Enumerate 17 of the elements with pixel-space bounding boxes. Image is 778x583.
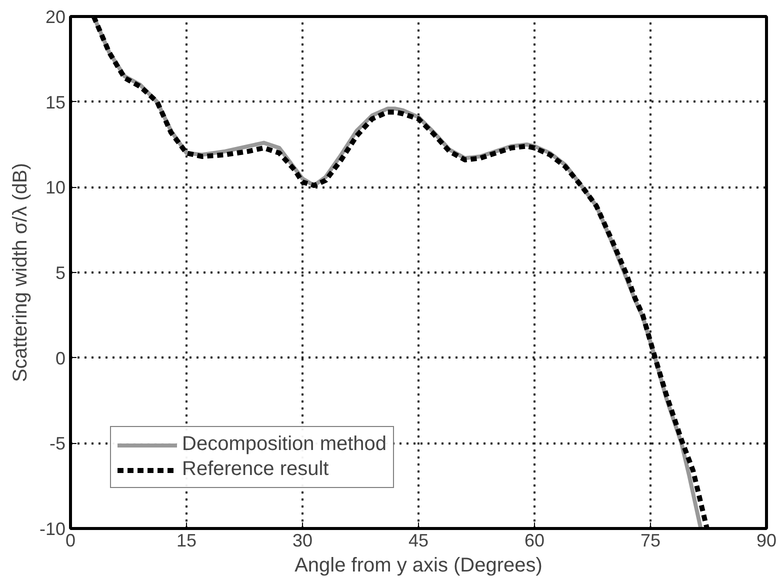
y-axis-title: Scattering width σ/λ (dB) — [9, 162, 32, 382]
x-tick-label: 75 — [640, 530, 661, 550]
x-tick-label: 60 — [524, 530, 545, 550]
y-tick-label: -5 — [49, 434, 66, 454]
y-tick-label: 15 — [45, 92, 66, 112]
legend-label: Reference result — [182, 458, 329, 481]
y-tick-label: 0 — [55, 348, 66, 368]
x-tick-label: 45 — [408, 530, 429, 550]
x-axis-title: Angle from y axis (Degrees) — [294, 554, 542, 576]
x-tick-label: 30 — [292, 530, 313, 550]
x-tick-label: 15 — [176, 530, 197, 550]
legend-label: Decomposition method — [182, 433, 387, 456]
y-tick-label: 20 — [45, 7, 66, 27]
y-tick-label: -10 — [39, 519, 66, 539]
y-tick-label: 5 — [55, 263, 66, 283]
x-tick-label: 90 — [756, 530, 777, 550]
y-tick-label: 10 — [45, 178, 66, 198]
